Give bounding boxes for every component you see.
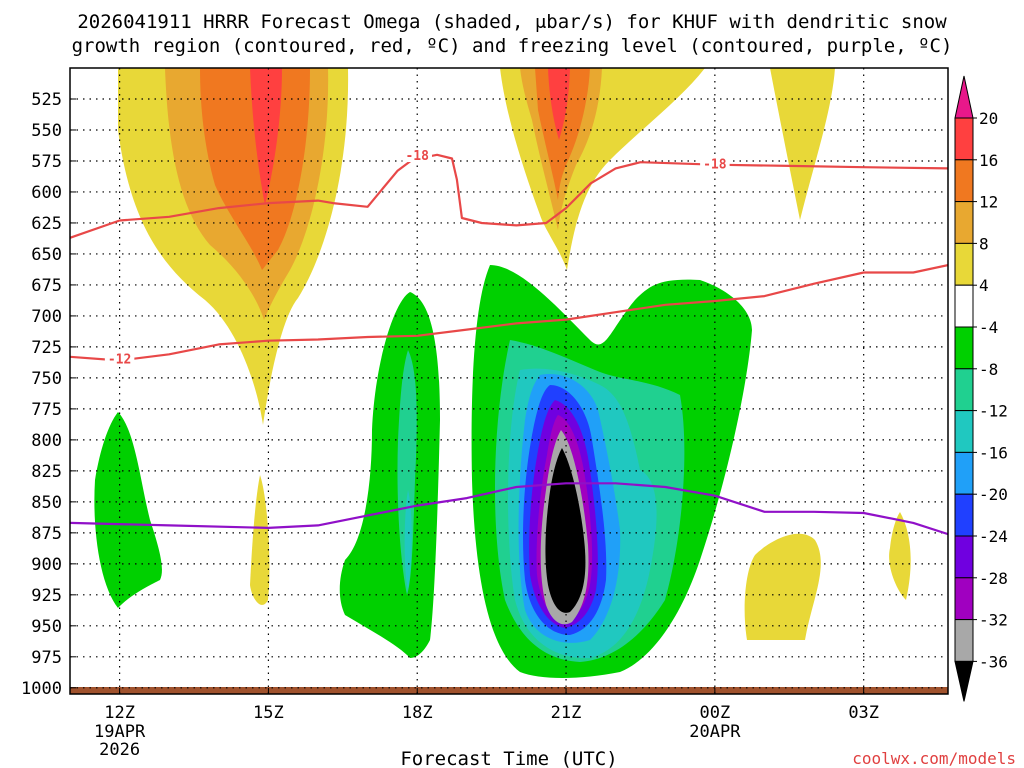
omega-region-left-green — [94, 412, 162, 608]
colorbar-band-12-16 — [954, 159, 974, 203]
y-tick-label-575: 575 — [31, 152, 62, 172]
y-tick-label-875: 875 — [31, 524, 62, 544]
colorbar-label-8: 8 — [979, 234, 989, 253]
omega-region-left-16 — [250, 68, 282, 205]
omega-region-center-12 — [535, 68, 590, 200]
colorbar-band--16--12 — [954, 410, 974, 453]
x-tick-label-21Z: 21Z — [551, 703, 582, 723]
contour-label-0-0: -18 — [405, 149, 429, 164]
y-tick-label-700: 700 — [31, 307, 62, 327]
colorbar-label-4: 4 — [979, 276, 989, 295]
contour-label-bg-1-0 — [104, 351, 135, 366]
y-tick-label-1000: 1000 — [21, 679, 62, 699]
x-tick-label-00Z: 00Z — [699, 703, 730, 723]
colorbar-label--36: -36 — [979, 652, 1008, 671]
x-tick-date-00Z: 20APR — [689, 722, 741, 742]
credit-text: coolwx.com/models — [852, 749, 1016, 768]
omega-region-lower-right — [744, 533, 821, 640]
y-tick-label-750: 750 — [31, 369, 62, 389]
omega-region-left-small — [250, 475, 270, 605]
y-tick-label-675: 675 — [31, 276, 62, 296]
contour-label-bg-0-0 — [402, 148, 432, 163]
omega-region-core-black — [545, 448, 586, 613]
contour-0 — [70, 153, 948, 239]
colorbar-label--28: -28 — [979, 569, 1008, 588]
omega-region-left-12 — [200, 68, 310, 270]
colorbar: 20 16 12 8 4 -4 -8 -12 -16 -20 -24 -28 -32 -36 — [954, 75, 1008, 702]
contour-2 — [70, 482, 948, 536]
omega-shading — [70, 68, 948, 694]
y-tick-label-725: 725 — [31, 338, 62, 358]
colorbar-label--4: -4 — [979, 318, 998, 337]
contour-lines — [70, 153, 948, 536]
colorbar-label--20: -20 — [979, 485, 1008, 504]
y-tick-label-975: 975 — [31, 648, 62, 668]
y-axis: 525 550 575 600 625 650 675 700 725 750 775 800 825 8… — [21, 90, 76, 699]
colorbar-band--8--4 — [954, 326, 974, 370]
colorbar-band--28--24 — [954, 535, 974, 579]
contour-1 — [70, 264, 948, 362]
omega-region-mid-cyan — [404, 490, 412, 590]
colorbar-label--16: -16 — [979, 443, 1008, 462]
y-tick-label-925: 925 — [31, 586, 62, 606]
terrain-strip — [70, 687, 948, 694]
chart-title-line2: growth region (contoured, red, ºC) and f… — [72, 35, 953, 57]
colorbar-label-12: 12 — [979, 193, 998, 212]
y-tick-label-525: 525 — [31, 90, 62, 110]
colorbar-band--20--16 — [954, 451, 974, 495]
colorbar-band--4-4 — [954, 284, 974, 328]
omega-region-center-16 — [548, 68, 570, 140]
omega-region-far-right — [889, 512, 911, 600]
x-axis-label: Forecast Time (UTC) — [400, 748, 617, 768]
x-tick-label-12Z: 12Z — [104, 703, 135, 723]
contour-labels: -18 -18 -12 — [104, 148, 730, 367]
omega-region-right-top — [770, 68, 835, 220]
x-tick-year-12Z: 2026 — [99, 740, 140, 760]
y-tick-label-900: 900 — [31, 555, 62, 575]
colorbar-band-4-8 — [954, 242, 974, 286]
x-tick-label-18Z: 18Z — [402, 703, 433, 723]
colorbar-label-20: 20 — [979, 109, 998, 128]
contour-label-0-1: -18 — [703, 158, 727, 173]
colorbar-bottom-arrow — [954, 660, 974, 702]
contour-label-bg-0-1 — [700, 156, 730, 171]
colorbar-band--24--20 — [954, 493, 974, 537]
colorbar-band--36--32 — [954, 619, 974, 662]
colorbar-label--24: -24 — [979, 527, 1008, 546]
colorbar-band--32--28 — [954, 577, 974, 621]
y-tick-label-600: 600 — [31, 183, 62, 203]
plot-frame — [69, 67, 949, 695]
colorbar-label--12: -12 — [979, 402, 1008, 421]
colorbar-label--32: -32 — [979, 611, 1008, 630]
y-tick-label-550: 550 — [31, 121, 62, 141]
plot-grid — [70, 68, 948, 694]
y-tick-label-825: 825 — [31, 462, 62, 482]
y-tick-label-775: 775 — [31, 400, 62, 420]
colorbar-label--8: -8 — [979, 360, 998, 379]
colorbar-top-arrow — [954, 75, 974, 119]
x-tick-date-12Z: 19APR — [94, 722, 146, 742]
y-tick-label-850: 850 — [31, 493, 62, 513]
colorbar-band--12--8 — [954, 368, 974, 412]
y-tick-label-950: 950 — [31, 617, 62, 637]
y-tick-label-650: 650 — [31, 245, 62, 265]
omega-region-mid-teal — [397, 350, 417, 595]
contour-label-1-0: -12 — [108, 352, 131, 367]
y-tick-label-625: 625 — [31, 214, 62, 234]
colorbar-label-16: 16 — [979, 151, 998, 170]
y-tick-label-800: 800 — [31, 431, 62, 451]
colorbar-band-16-20 — [954, 117, 974, 161]
chart-title-line1: 2026041911 HRRR Forecast Omega (shaded, … — [77, 11, 947, 33]
colorbar-band-8-12 — [954, 201, 974, 244]
x-tick-label-15Z: 15Z — [253, 703, 284, 723]
x-tick-label-03Z: 03Z — [848, 703, 879, 723]
